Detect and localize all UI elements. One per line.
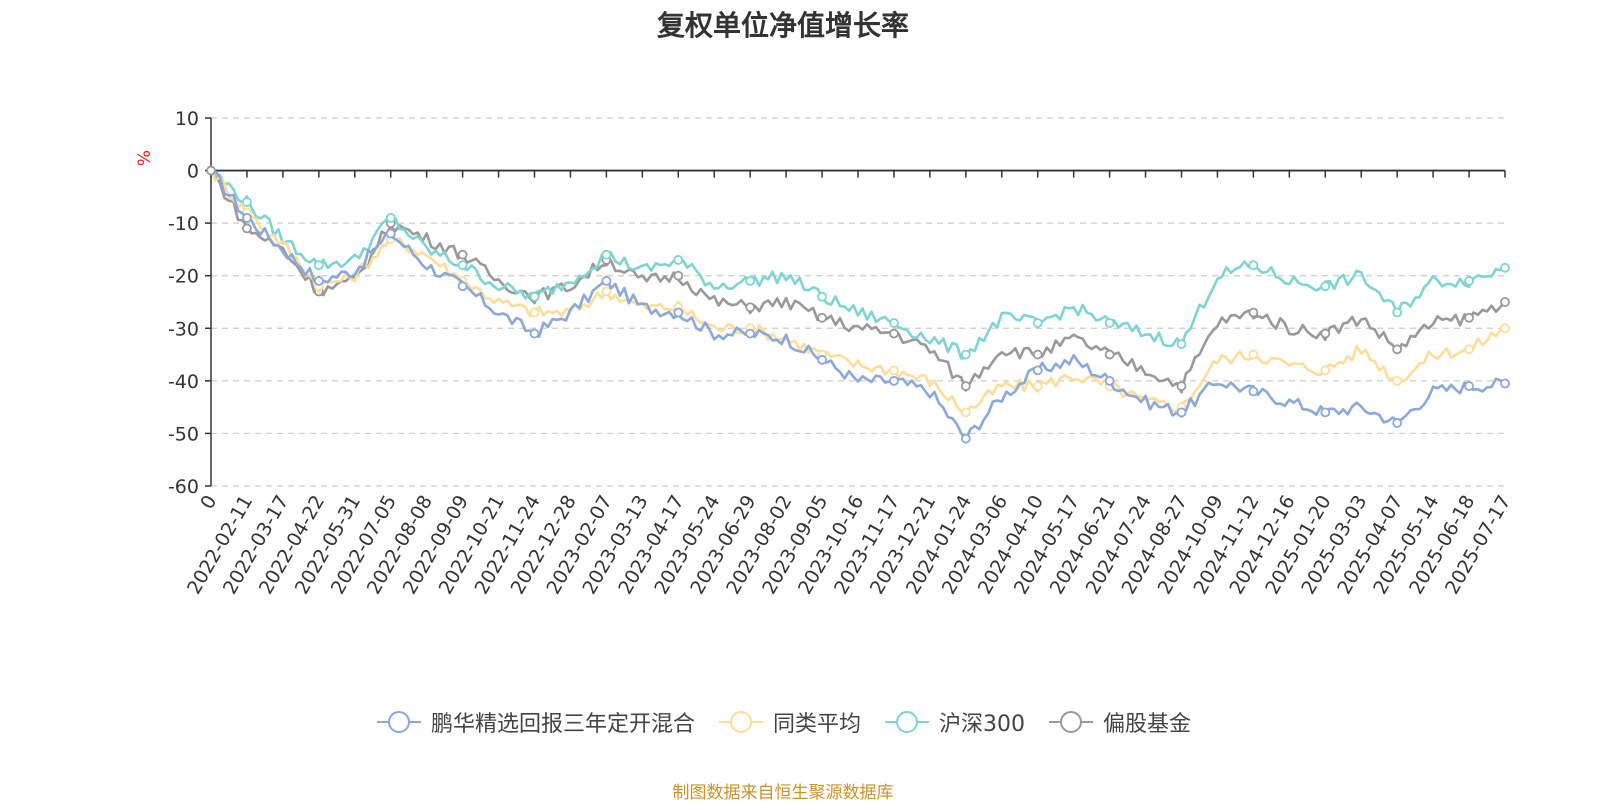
data-point xyxy=(1464,381,1474,392)
legend-symbol-icon xyxy=(1049,711,1093,733)
data-point xyxy=(1500,378,1510,389)
data-point xyxy=(1032,365,1043,376)
series-line-2 xyxy=(209,169,1506,360)
legend-item-1[interactable]: 同类平均 xyxy=(717,706,861,738)
data-point xyxy=(1320,365,1331,376)
legend-item-3[interactable]: 偏股基金 xyxy=(1047,706,1191,738)
data-point xyxy=(1176,381,1187,392)
data-point xyxy=(1032,349,1043,360)
data-point xyxy=(745,276,756,286)
data-point xyxy=(1032,318,1043,328)
data-point xyxy=(1248,386,1259,397)
data-point xyxy=(1032,381,1043,392)
data-point xyxy=(1104,375,1115,386)
data-point xyxy=(242,223,252,234)
data-point xyxy=(745,328,756,339)
data-point xyxy=(1392,418,1403,428)
data-point xyxy=(960,433,971,444)
source-note: 制图数据来自恒生聚源数据库 xyxy=(672,783,894,803)
data-point xyxy=(385,212,396,223)
y-tick-label: 10 xyxy=(175,108,199,130)
data-point xyxy=(889,365,899,376)
data-point xyxy=(1500,262,1510,273)
data-point xyxy=(1320,328,1331,339)
series-line-3 xyxy=(209,169,1506,394)
data-point xyxy=(242,212,252,223)
data-point xyxy=(817,354,827,365)
data-point xyxy=(601,276,612,286)
data-point xyxy=(1176,407,1187,418)
data-point xyxy=(313,260,324,271)
legend-label: 鹏华精选回报三年定开混合 xyxy=(430,712,695,737)
legend: 鹏华精选回报三年定开混合 同类平均 沪深300 偏股基金 xyxy=(0,704,1566,740)
legend-symbol-icon xyxy=(718,711,763,733)
data-point xyxy=(601,286,612,297)
y-tick-label: -10 xyxy=(168,213,199,235)
data-point xyxy=(1392,307,1403,318)
data-point xyxy=(1176,339,1187,349)
series-line-1 xyxy=(209,170,1506,416)
data-point xyxy=(457,260,468,271)
data-point xyxy=(1320,281,1331,292)
chart-title: 复权单位净值增长率 xyxy=(656,9,909,42)
y-tick-label: 0 xyxy=(187,161,199,183)
data-point xyxy=(960,349,971,360)
data-point xyxy=(1464,276,1474,286)
data-point xyxy=(1392,344,1403,355)
data-point xyxy=(960,381,971,392)
y-tick-label: -40 xyxy=(168,371,199,393)
data-point xyxy=(889,318,899,328)
data-point xyxy=(242,197,252,208)
data-point xyxy=(1500,297,1510,307)
legend-label: 同类平均 xyxy=(772,712,861,737)
data-point xyxy=(745,302,756,313)
data-point xyxy=(1320,407,1331,418)
data-point xyxy=(385,228,396,239)
y-tick-label: -50 xyxy=(168,423,199,445)
data-point xyxy=(889,328,899,339)
data-point xyxy=(1464,312,1474,323)
data-point xyxy=(1464,344,1474,355)
data-point xyxy=(313,276,324,286)
data-point xyxy=(673,270,684,281)
data-point xyxy=(1104,318,1115,328)
data-point xyxy=(960,407,971,418)
data-point xyxy=(529,307,540,318)
y-axis-label: % xyxy=(135,150,155,166)
data-point xyxy=(817,312,827,323)
data-point xyxy=(1104,349,1115,360)
data-point xyxy=(529,328,540,339)
data-point xyxy=(457,249,468,260)
data-point xyxy=(1248,260,1259,271)
data-point xyxy=(673,307,684,318)
y-tick-label: -60 xyxy=(168,476,199,498)
y-tick-label: -20 xyxy=(168,266,199,288)
data-point xyxy=(889,375,899,386)
legend-symbol-icon xyxy=(885,711,929,733)
data-point-origin xyxy=(206,165,216,176)
x-tick-label: 0 xyxy=(196,492,221,513)
legend-item-2[interactable]: 沪深300 xyxy=(883,706,1025,738)
data-point xyxy=(1500,323,1510,334)
legend-item-0[interactable]: 鹏华精选回报三年定开混合 xyxy=(375,706,695,738)
series-line-0 xyxy=(210,169,1506,442)
data-point xyxy=(1248,349,1259,360)
legend-symbol-icon xyxy=(376,711,421,733)
data-point xyxy=(673,255,684,265)
data-point xyxy=(1248,307,1259,318)
legend-label: 偏股基金 xyxy=(1103,712,1192,737)
data-point xyxy=(457,281,468,292)
line-chart: %100-10-20-30-40-50-6002022-02-112022-03… xyxy=(135,108,1515,598)
y-tick-label: -30 xyxy=(168,318,199,340)
legend-label: 沪深300 xyxy=(939,712,1025,737)
data-point xyxy=(817,291,827,302)
data-point xyxy=(1392,375,1403,386)
data-point xyxy=(529,291,540,302)
data-point xyxy=(601,249,612,260)
